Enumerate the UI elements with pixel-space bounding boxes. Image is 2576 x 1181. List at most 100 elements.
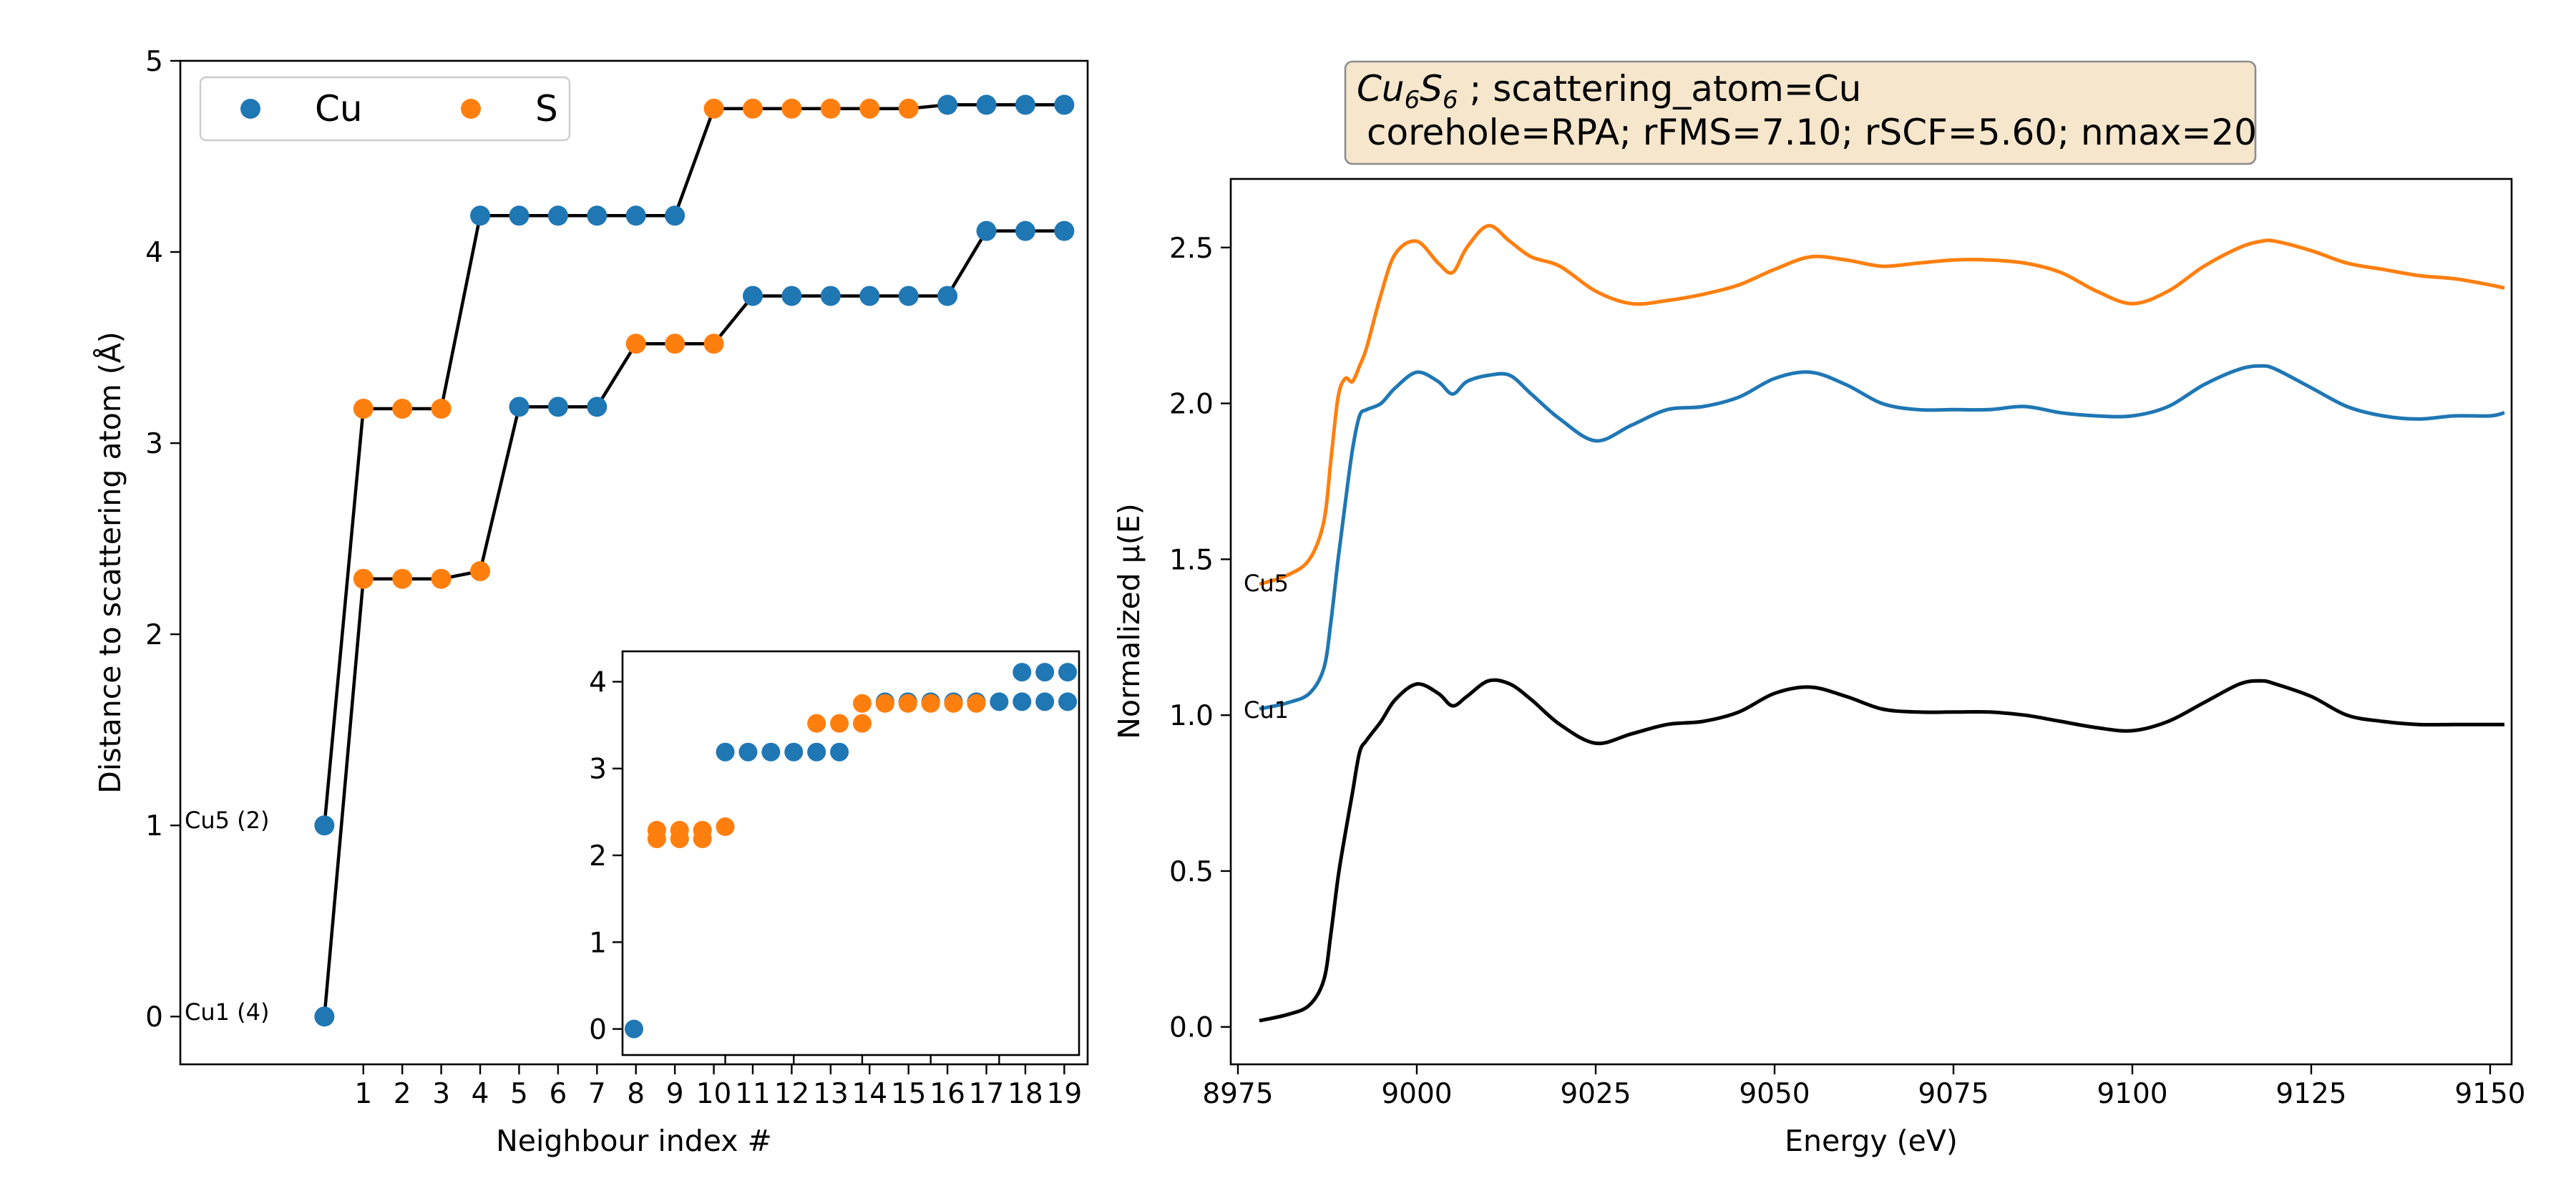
inset-point bbox=[738, 742, 758, 762]
left-y-tick-label: 1 bbox=[145, 810, 163, 842]
neighbour-point-cu5 bbox=[625, 205, 646, 226]
right-x-axis-label: Energy (eV) bbox=[1785, 1124, 1958, 1158]
inset-y-tick-label: 3 bbox=[589, 754, 607, 786]
inset-point bbox=[990, 692, 1009, 711]
chart-title-line1: Cu6S6 ; scattering_atom=Cu bbox=[1357, 68, 1861, 115]
inset-point bbox=[1013, 663, 1032, 682]
inset-y-tick-label: 1 bbox=[589, 927, 607, 959]
left-x-tick-label: 4 bbox=[472, 1078, 489, 1110]
spectrum-cu1-black bbox=[1259, 678, 2504, 1023]
neighbour-point-cu1 bbox=[547, 397, 568, 417]
legend-label-cu: Cu bbox=[315, 88, 363, 130]
left-x-tick-label: 14 bbox=[852, 1078, 887, 1110]
inset-background bbox=[623, 651, 1079, 1055]
left-x-tick-label: 10 bbox=[696, 1078, 732, 1110]
neighbour-point-cu5 bbox=[353, 399, 374, 419]
neighbour-point-cu1 bbox=[781, 286, 802, 306]
neighbour-point-cu5 bbox=[392, 399, 413, 419]
neighbour-point-cu1 bbox=[859, 286, 880, 306]
left-y-tick-label: 4 bbox=[145, 237, 163, 269]
left-y-axis-label: Distance to scattering atom (Å) bbox=[93, 331, 127, 794]
xanes-spectra-panel: 8975 9000 9025 9050 9075 9100 9125 9150 0.0 0.5 1.… bbox=[1112, 60, 2526, 1158]
right-y-tick-label: 1.5 bbox=[1169, 544, 1214, 576]
inset-frame bbox=[621, 650, 1080, 1056]
right-x-tick-label: 8975 bbox=[1202, 1078, 1273, 1110]
annotation-cu1: Cu1 (4) bbox=[185, 998, 269, 1026]
neighbour-point-cu1 bbox=[587, 397, 608, 417]
neighbour-point-cu1 bbox=[976, 220, 997, 241]
chart-title-box: Cu6S6 ; scattering_atom=Cu corehole=RPA;… bbox=[1344, 60, 2257, 165]
neighbour-point-cu5 bbox=[781, 98, 802, 119]
left-x-tick-label: 16 bbox=[930, 1078, 965, 1110]
inset-point bbox=[921, 694, 940, 713]
neighbour-point-cu1 bbox=[937, 286, 958, 306]
left-y-tick-label: 5 bbox=[145, 46, 163, 78]
left-y-tick-label: 0 bbox=[145, 1001, 163, 1034]
title-formula-b-sub: 6 bbox=[1443, 86, 1458, 115]
neighbour-point-cu5 bbox=[937, 94, 958, 115]
inset-y-tick-label: 2 bbox=[589, 840, 607, 873]
spectrum-cu5-orange bbox=[1259, 223, 2505, 586]
neighbour-point-cu5 bbox=[976, 94, 997, 115]
inset-point bbox=[967, 694, 986, 713]
neighbour-point-cu5 bbox=[314, 815, 335, 836]
inset-point bbox=[784, 742, 804, 762]
inset-point bbox=[1058, 692, 1078, 711]
inset-axis-ticks: 0 1 2 3 4 bbox=[589, 666, 1000, 1064]
left-x-tick-label: 5 bbox=[510, 1078, 528, 1110]
neighbour-point-cu5 bbox=[703, 98, 724, 119]
neighbour-point-cu5 bbox=[547, 205, 568, 226]
neighbour-point-cu1 bbox=[625, 334, 646, 354]
inset-point bbox=[1058, 663, 1078, 682]
left-x-tick-label: 6 bbox=[549, 1078, 567, 1110]
label-cu1: Cu1 bbox=[1244, 696, 1289, 724]
right-x-tick-label: 9150 bbox=[2454, 1078, 2525, 1110]
neighbour-point-cu5 bbox=[1015, 94, 1035, 115]
title-formula-a: Cu bbox=[1357, 68, 1405, 110]
inset-point bbox=[852, 694, 872, 713]
inset-point bbox=[624, 1019, 643, 1039]
neighbour-point-cu1 bbox=[665, 334, 686, 354]
inset-point bbox=[1035, 663, 1055, 682]
legend-marker-s bbox=[461, 99, 481, 119]
title-box-frame bbox=[1344, 60, 2257, 165]
neighbour-point-cu1 bbox=[470, 561, 491, 582]
left-x-tick-label: 13 bbox=[813, 1078, 849, 1110]
left-plot-frame bbox=[179, 59, 1089, 1066]
right-x-tick-label: 9025 bbox=[1560, 1078, 1631, 1110]
left-x-tick-label: 1 bbox=[354, 1078, 372, 1110]
annotation-cu5: Cu5 (2) bbox=[185, 807, 269, 834]
left-x-tick-label: 17 bbox=[969, 1078, 1005, 1110]
neighbour-point-cu1 bbox=[509, 397, 530, 417]
legend-frame bbox=[199, 76, 571, 142]
neighbour-point-cu1 bbox=[703, 334, 724, 354]
left-x-tick-label: 9 bbox=[666, 1078, 684, 1110]
inset-point bbox=[830, 742, 849, 762]
right-y-tick-label: 1.0 bbox=[1169, 700, 1214, 732]
inset-points bbox=[624, 663, 1078, 1039]
right-x-tick-label: 9000 bbox=[1381, 1078, 1452, 1110]
inset-point bbox=[807, 714, 826, 733]
left-x-tick-label: 11 bbox=[735, 1078, 771, 1110]
left-x-tick-label: 8 bbox=[627, 1078, 645, 1110]
left-x-tick-label: 18 bbox=[1008, 1078, 1043, 1110]
legend-marker-cu bbox=[240, 99, 260, 119]
label-cu5: Cu5 bbox=[1244, 570, 1289, 597]
inset-point bbox=[830, 714, 849, 733]
neighbour-point-cu5 bbox=[587, 205, 608, 226]
left-x-axis-label: Neighbour index # bbox=[496, 1124, 772, 1158]
neighbour-point-cu5 bbox=[859, 98, 880, 119]
neighbour-point-cu5 bbox=[1054, 94, 1075, 115]
inset-point bbox=[875, 694, 894, 713]
neighbour-point-cu5 bbox=[742, 98, 763, 119]
neighbour-point-cu1 bbox=[431, 568, 452, 589]
inset-point bbox=[670, 820, 689, 840]
legend: Cu S bbox=[199, 76, 571, 142]
title-formula-a-sub: 6 bbox=[1405, 86, 1420, 115]
left-x-tick-label: 2 bbox=[394, 1078, 411, 1110]
inset-point bbox=[647, 820, 666, 840]
inset-point bbox=[852, 714, 872, 733]
inset-point bbox=[716, 742, 735, 762]
right-plot-frame bbox=[1229, 178, 2513, 1066]
